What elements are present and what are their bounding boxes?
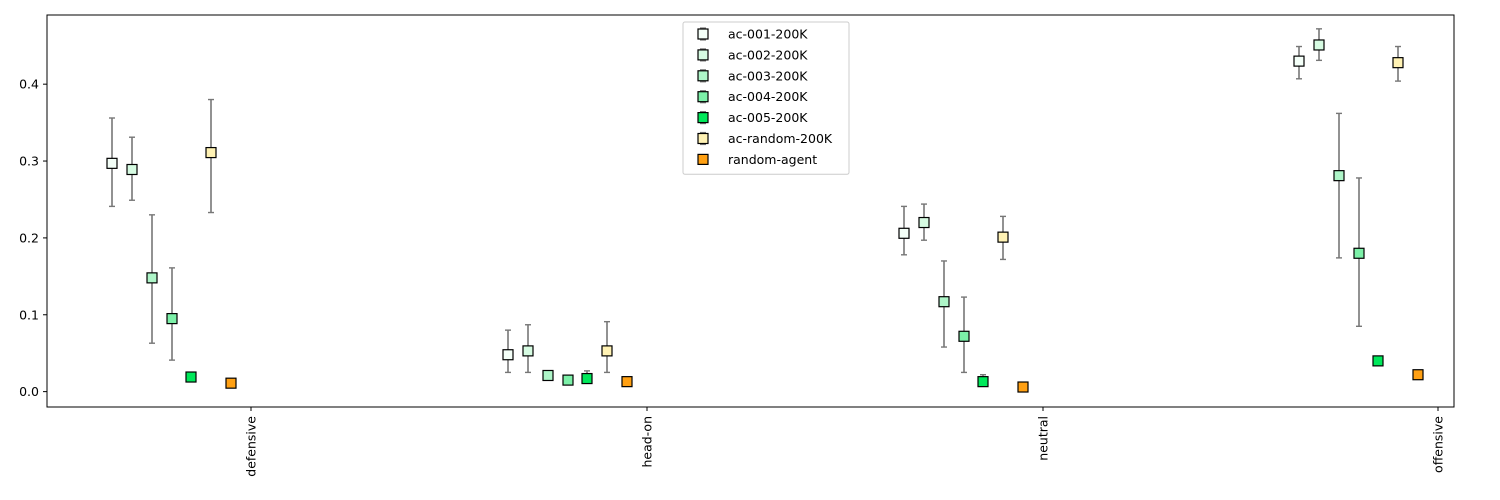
data-point xyxy=(166,313,178,325)
y-axis: 0.0 0.1 0.2 0.3 0.4 xyxy=(19,77,47,399)
data-point xyxy=(542,369,554,382)
legend-label: random-agent xyxy=(728,152,817,167)
x-tick-label: neutral xyxy=(1036,416,1051,461)
legend-box xyxy=(682,21,850,175)
data-point xyxy=(997,231,1009,243)
series-ac-004-200K xyxy=(166,177,1365,386)
legend-label: ac-003-200K xyxy=(728,68,808,83)
series-ac-003-200K xyxy=(146,112,1345,382)
y-tick-label: 0.2 xyxy=(19,230,39,245)
data-point xyxy=(1372,355,1384,367)
legend-marker xyxy=(697,70,709,82)
data-point xyxy=(185,371,197,383)
data-point xyxy=(1412,369,1424,381)
data-point xyxy=(225,377,237,389)
x-tick-label: head-on xyxy=(640,416,655,468)
legend-marker xyxy=(697,28,709,40)
y-tick-label: 0.4 xyxy=(19,77,39,92)
data-point xyxy=(146,272,158,284)
data-point xyxy=(522,345,534,357)
data-point xyxy=(898,227,910,239)
legend-marker xyxy=(697,132,709,145)
legend-label: ac-005-200K xyxy=(728,110,808,125)
data-point xyxy=(562,374,574,386)
legend-marker xyxy=(697,91,709,103)
series-ac-005-200K xyxy=(185,355,1384,388)
data-point xyxy=(601,345,613,357)
legend-label: ac-004-200K xyxy=(728,89,808,104)
legend-marker xyxy=(697,111,709,124)
series-ac-random-200K xyxy=(205,45,1404,374)
data-point xyxy=(918,216,930,229)
y-tick-label: 0.1 xyxy=(19,307,39,322)
data-point xyxy=(1353,247,1365,259)
plot-frame xyxy=(46,14,1455,408)
legend-label: ac-random-200K xyxy=(728,131,833,146)
series-random-agent xyxy=(225,369,1424,393)
legend-marker xyxy=(697,153,709,165)
data-point xyxy=(1293,55,1305,67)
data-point xyxy=(977,376,989,388)
data-point xyxy=(621,376,633,388)
data-point xyxy=(126,163,138,176)
legend-marker xyxy=(697,49,709,61)
x-tick-label: offensive xyxy=(1431,416,1446,473)
x-tick-label: defensive xyxy=(244,416,259,477)
data-point xyxy=(581,372,593,385)
data-point xyxy=(1313,39,1325,51)
chart-marks xyxy=(106,28,1424,393)
y-tick-label: 0.3 xyxy=(19,154,39,169)
data-point xyxy=(938,296,950,308)
legend-label: ac-001-200K xyxy=(728,27,808,42)
data-point xyxy=(205,146,217,159)
data-point xyxy=(106,157,118,169)
data-point xyxy=(1333,170,1345,182)
legend-label: ac-002-200K xyxy=(728,47,808,62)
data-point xyxy=(502,349,514,361)
data-point xyxy=(1017,381,1029,393)
y-tick-label: 0.0 xyxy=(19,384,39,399)
series-ac-002-200K xyxy=(126,28,1325,374)
legend: ac-001-200K ac-002-200K ac-003-200K ac-004-… xyxy=(682,21,850,175)
x-axis: defensive head-on neutral offensive xyxy=(244,407,1446,477)
series-ac-001-200K xyxy=(106,45,1305,374)
data-point xyxy=(1392,57,1404,69)
data-point xyxy=(958,330,970,342)
